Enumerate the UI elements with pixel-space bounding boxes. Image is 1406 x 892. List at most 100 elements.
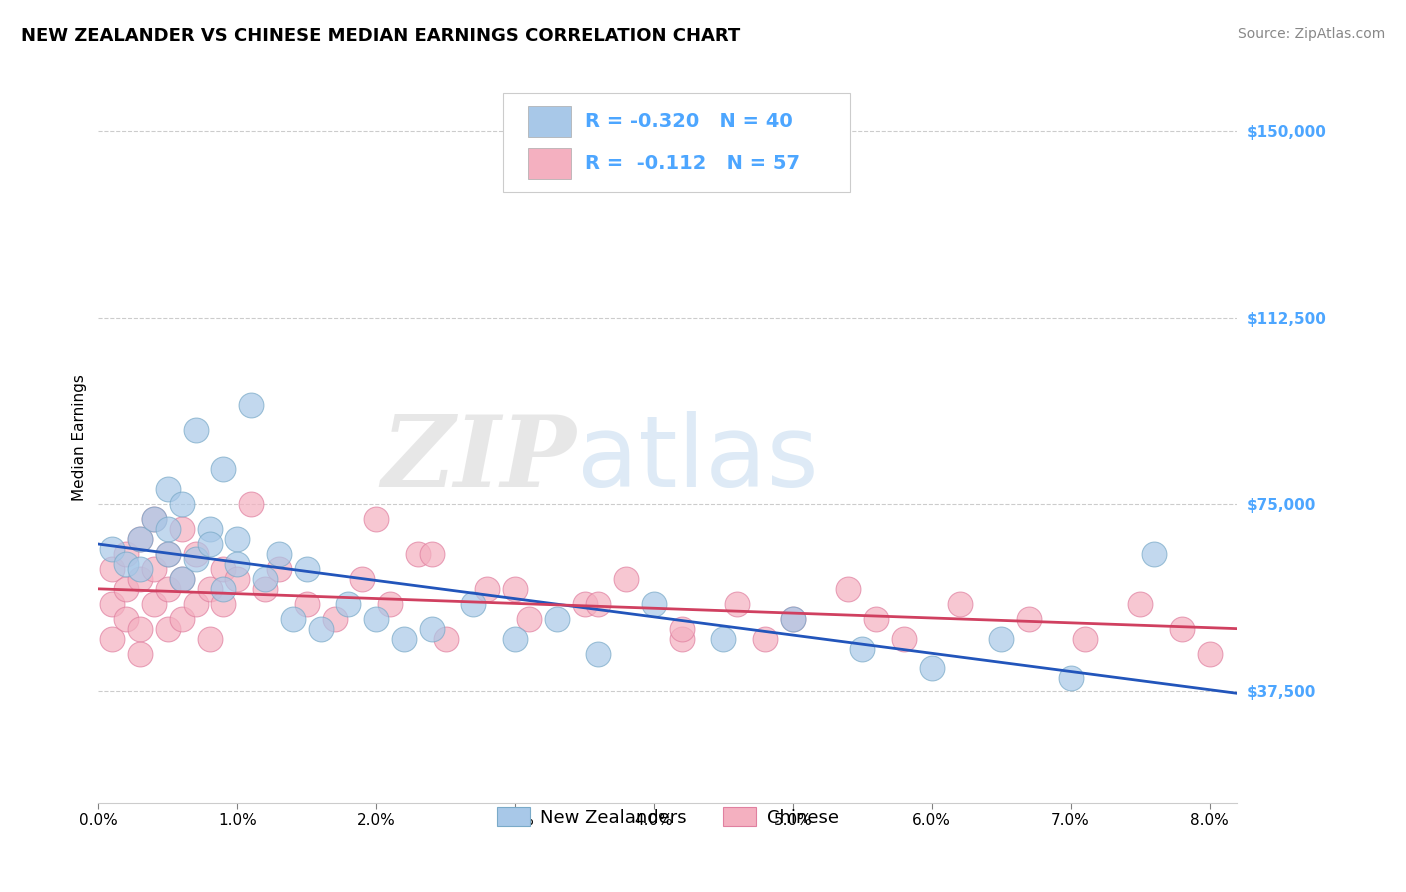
Point	[420, 622, 443, 636]
Point	[156, 547, 179, 561]
Point	[366, 612, 388, 626]
Point	[295, 562, 318, 576]
Text: NEW ZEALANDER VS CHINESE MEDIAN EARNINGS CORRELATION CHART: NEW ZEALANDER VS CHINESE MEDIAN EARNINGS…	[21, 27, 741, 45]
Point	[129, 532, 152, 546]
Point	[378, 597, 401, 611]
Point	[643, 597, 665, 611]
Point	[323, 612, 346, 626]
Point	[420, 547, 443, 561]
Point	[281, 612, 304, 626]
Point	[184, 547, 207, 561]
Point	[406, 547, 429, 561]
FancyBboxPatch shape	[503, 94, 851, 192]
Point	[1018, 612, 1040, 626]
Point	[671, 622, 693, 636]
Point	[254, 572, 277, 586]
Point	[477, 582, 499, 596]
Point	[713, 632, 735, 646]
Point	[143, 512, 166, 526]
Point	[101, 597, 124, 611]
Point	[115, 557, 138, 571]
Point	[337, 597, 360, 611]
Point	[170, 497, 193, 511]
Point	[614, 572, 637, 586]
Point	[226, 572, 249, 586]
Point	[1073, 632, 1095, 646]
Point	[1059, 672, 1081, 686]
Text: R =  -0.112   N = 57: R = -0.112 N = 57	[585, 154, 800, 173]
Point	[170, 572, 193, 586]
Point	[198, 582, 221, 596]
Point	[115, 612, 138, 626]
Point	[198, 537, 221, 551]
Point	[143, 512, 166, 526]
Point	[574, 597, 596, 611]
Text: atlas: atlas	[576, 410, 818, 508]
Point	[101, 632, 124, 646]
Point	[198, 522, 221, 536]
Point	[129, 532, 152, 546]
Point	[517, 612, 540, 626]
Point	[170, 572, 193, 586]
Point	[143, 597, 166, 611]
Point	[156, 547, 179, 561]
Point	[1129, 597, 1152, 611]
Point	[434, 632, 457, 646]
Point	[990, 632, 1012, 646]
Point	[463, 597, 485, 611]
Point	[837, 582, 859, 596]
Point	[392, 632, 415, 646]
Point	[156, 582, 179, 596]
Point	[671, 632, 693, 646]
Point	[366, 512, 388, 526]
Point	[267, 547, 290, 561]
Text: ZIP: ZIP	[382, 411, 576, 508]
Text: Source: ZipAtlas.com: Source: ZipAtlas.com	[1237, 27, 1385, 41]
Point	[101, 542, 124, 557]
Point	[156, 483, 179, 497]
Point	[865, 612, 887, 626]
Point	[754, 632, 776, 646]
FancyBboxPatch shape	[527, 106, 571, 136]
Point	[156, 522, 179, 536]
Point	[129, 562, 152, 576]
Point	[851, 641, 873, 656]
Point	[254, 582, 277, 596]
Point	[921, 661, 943, 675]
Point	[115, 547, 138, 561]
Y-axis label: Median Earnings: Median Earnings	[72, 374, 87, 500]
Point	[240, 398, 263, 412]
Point	[170, 612, 193, 626]
Point	[588, 647, 610, 661]
Point	[226, 532, 249, 546]
Point	[129, 647, 152, 661]
Point	[184, 423, 207, 437]
Point	[198, 632, 221, 646]
Point	[588, 597, 610, 611]
Point	[782, 612, 804, 626]
Text: R = -0.320   N = 40: R = -0.320 N = 40	[585, 112, 793, 131]
Point	[240, 497, 263, 511]
Legend: New Zealanders, Chinese: New Zealanders, Chinese	[489, 800, 846, 834]
Point	[212, 562, 235, 576]
Point	[101, 562, 124, 576]
Point	[782, 612, 804, 626]
Point	[226, 557, 249, 571]
Point	[143, 562, 166, 576]
Point	[156, 622, 179, 636]
FancyBboxPatch shape	[527, 148, 571, 179]
Point	[309, 622, 332, 636]
Point	[184, 597, 207, 611]
Point	[948, 597, 970, 611]
Point	[1143, 547, 1166, 561]
Point	[170, 522, 193, 536]
Point	[212, 462, 235, 476]
Point	[546, 612, 568, 626]
Point	[1170, 622, 1192, 636]
Point	[129, 622, 152, 636]
Point	[352, 572, 374, 586]
Point	[129, 572, 152, 586]
Point	[295, 597, 318, 611]
Point	[267, 562, 290, 576]
Point	[212, 597, 235, 611]
